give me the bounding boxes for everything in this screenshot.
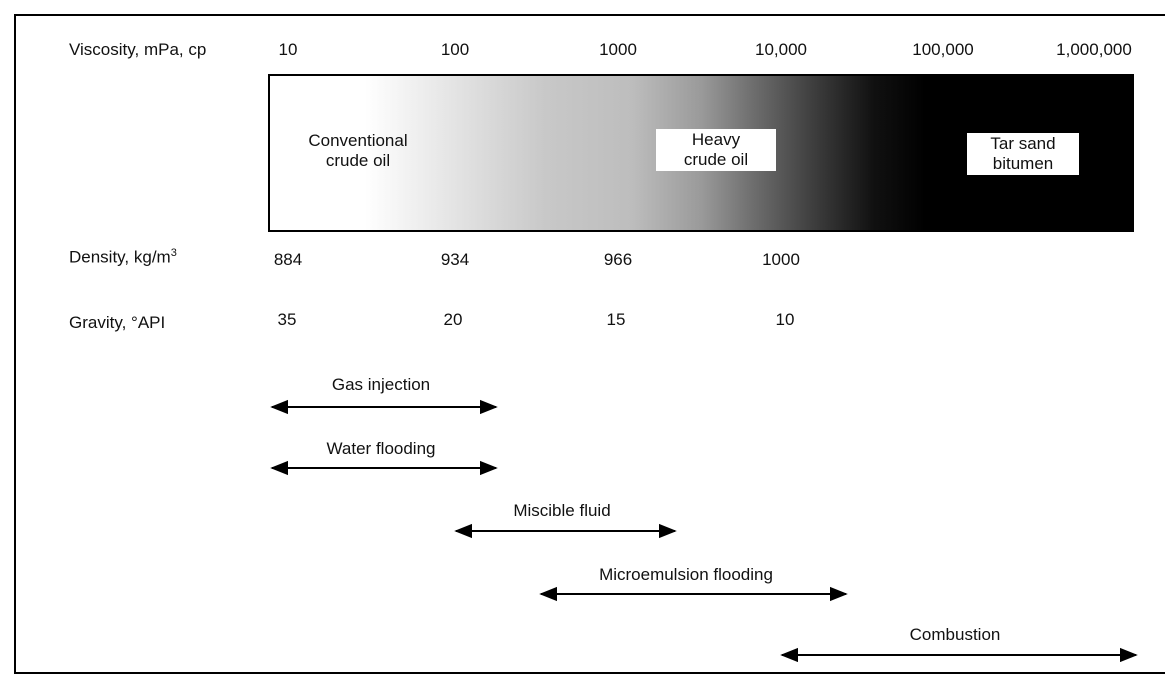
region-label-line: Tar sand bbox=[990, 134, 1056, 153]
viscosity-axis-label: Viscosity, mPa, cp bbox=[69, 40, 207, 59]
gravity-axis-label: Gravity, °API bbox=[69, 313, 166, 332]
gravity-tick: 20 bbox=[443, 310, 463, 329]
viscosity-tick: 100,000 bbox=[912, 40, 974, 59]
density-tick: 1000 bbox=[762, 250, 800, 269]
density-tick: 934 bbox=[440, 250, 470, 269]
region-label-line: bitumen bbox=[992, 154, 1054, 173]
region-label-line: Heavy bbox=[691, 130, 741, 149]
viscosity-tick: 1,000,000 bbox=[1056, 40, 1132, 59]
gravity-tick: 35 bbox=[277, 310, 297, 329]
viscosity-tick: 100 bbox=[440, 40, 470, 59]
method-label-gas-injection: Gas injection bbox=[331, 375, 431, 394]
method-label-water-flooding: Water flooding bbox=[326, 439, 436, 458]
conventional-crude-label: Conventional crude oil bbox=[288, 131, 428, 171]
gravity-tick: 10 bbox=[775, 310, 795, 329]
gravity-tick: 15 bbox=[606, 310, 626, 329]
viscosity-tick: 10 bbox=[278, 40, 298, 59]
method-label-miscible-fluid: Miscible fluid bbox=[513, 501, 611, 520]
heavy-crude-label: Heavy crude oil bbox=[656, 129, 776, 171]
density-label-text: Density, kg/m bbox=[69, 247, 171, 267]
region-label-line: crude oil bbox=[683, 150, 749, 169]
viscosity-tick: 10,000 bbox=[755, 40, 807, 59]
method-label-microemulsion: Microemulsion flooding bbox=[599, 565, 773, 584]
region-label-line: Conventional bbox=[308, 131, 408, 150]
region-label-line: crude oil bbox=[325, 151, 391, 170]
density-label-superscript: 3 bbox=[170, 247, 177, 259]
method-label-combustion: Combustion bbox=[909, 625, 1001, 644]
viscosity-tick: 1000 bbox=[599, 40, 637, 59]
density-axis-label: Density, kg/m3 bbox=[69, 247, 177, 268]
tar-sand-bitumen-label: Tar sand bitumen bbox=[967, 133, 1079, 175]
density-tick: 884 bbox=[273, 250, 303, 269]
density-tick: 966 bbox=[603, 250, 633, 269]
